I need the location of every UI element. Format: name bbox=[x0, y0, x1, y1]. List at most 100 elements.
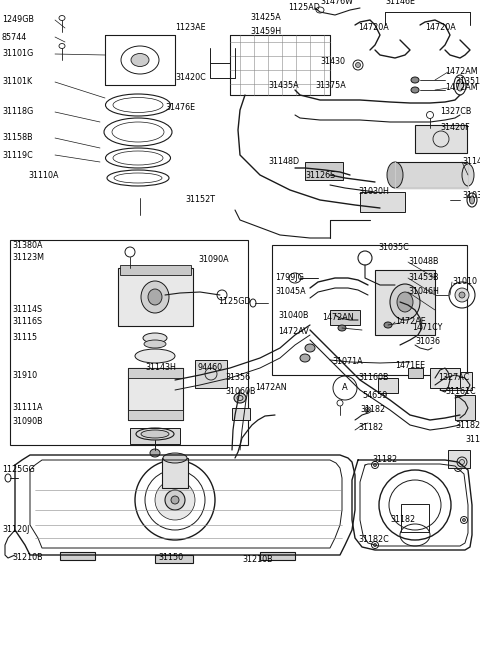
Ellipse shape bbox=[305, 344, 315, 352]
Text: 54659: 54659 bbox=[362, 390, 387, 400]
Text: 31380A: 31380A bbox=[12, 240, 43, 250]
Bar bbox=[10, 240, 248, 445]
Bar bbox=[162, 458, 188, 488]
Text: 31375A: 31375A bbox=[315, 81, 346, 90]
Ellipse shape bbox=[165, 490, 185, 510]
Ellipse shape bbox=[459, 292, 465, 298]
Ellipse shape bbox=[373, 544, 376, 546]
Text: 1123AE: 1123AE bbox=[175, 24, 205, 33]
Bar bbox=[232, 408, 250, 420]
Text: 31210B: 31210B bbox=[242, 555, 273, 565]
Ellipse shape bbox=[143, 333, 167, 343]
Text: A: A bbox=[342, 383, 348, 392]
Text: 31182C: 31182C bbox=[358, 536, 389, 544]
Ellipse shape bbox=[387, 162, 403, 188]
Bar bbox=[155, 555, 193, 563]
Text: 31101G: 31101G bbox=[2, 50, 33, 58]
Bar bbox=[128, 368, 183, 378]
Text: 1327AC: 1327AC bbox=[438, 373, 469, 383]
Text: 31476E: 31476E bbox=[165, 103, 195, 113]
Text: 31030H: 31030H bbox=[358, 187, 389, 196]
Text: 31182: 31182 bbox=[360, 405, 385, 415]
Ellipse shape bbox=[135, 349, 175, 363]
Bar bbox=[60, 552, 95, 560]
Ellipse shape bbox=[144, 340, 166, 348]
Text: 1472AE: 1472AE bbox=[395, 318, 426, 326]
Text: 31182: 31182 bbox=[372, 455, 397, 464]
Bar bbox=[128, 368, 183, 420]
Text: 31146E: 31146E bbox=[385, 0, 415, 7]
Text: 31115: 31115 bbox=[12, 333, 37, 343]
Text: 31039A: 31039A bbox=[462, 191, 480, 200]
Text: 1125GD: 1125GD bbox=[218, 297, 251, 307]
Ellipse shape bbox=[463, 519, 466, 521]
Bar bbox=[455, 395, 475, 420]
Text: 31123M: 31123M bbox=[12, 253, 44, 263]
Text: 31148D: 31148D bbox=[268, 157, 299, 166]
Bar bbox=[415, 125, 467, 153]
Text: 1799JG: 1799JG bbox=[275, 274, 304, 282]
Text: 31152T: 31152T bbox=[185, 195, 215, 204]
Text: 31119C: 31119C bbox=[2, 151, 33, 160]
Ellipse shape bbox=[148, 289, 162, 305]
Ellipse shape bbox=[141, 281, 169, 313]
Text: 31118G: 31118G bbox=[2, 107, 33, 117]
Text: 31090A: 31090A bbox=[198, 255, 228, 265]
Text: 31142H: 31142H bbox=[462, 157, 480, 166]
Ellipse shape bbox=[384, 322, 392, 328]
Text: 31045A: 31045A bbox=[275, 288, 306, 297]
Bar bbox=[440, 372, 472, 390]
Text: 31182: 31182 bbox=[390, 515, 415, 525]
Text: 85744: 85744 bbox=[2, 33, 27, 41]
Ellipse shape bbox=[141, 430, 169, 438]
Ellipse shape bbox=[411, 77, 419, 83]
Ellipse shape bbox=[373, 464, 376, 466]
Bar bbox=[120, 265, 191, 275]
Ellipse shape bbox=[455, 288, 469, 302]
Text: 1125AD: 1125AD bbox=[288, 3, 320, 12]
Text: 14720A: 14720A bbox=[358, 24, 389, 33]
Text: 31090B: 31090B bbox=[12, 417, 43, 426]
Ellipse shape bbox=[456, 466, 459, 470]
Ellipse shape bbox=[356, 62, 360, 67]
Ellipse shape bbox=[163, 453, 187, 463]
Bar bbox=[448, 450, 470, 468]
Text: 94460: 94460 bbox=[198, 364, 223, 373]
Text: 31111A: 31111A bbox=[12, 403, 43, 413]
Ellipse shape bbox=[300, 354, 310, 362]
Ellipse shape bbox=[131, 54, 149, 67]
Text: 31150: 31150 bbox=[158, 553, 183, 563]
Text: 31351B: 31351B bbox=[455, 77, 480, 86]
Bar bbox=[360, 192, 405, 212]
Text: 31046H: 31046H bbox=[408, 288, 439, 297]
Text: 31035C: 31035C bbox=[378, 244, 409, 252]
Text: 1472AN: 1472AN bbox=[255, 383, 287, 392]
Text: 31060B: 31060B bbox=[225, 388, 255, 396]
Ellipse shape bbox=[155, 480, 195, 520]
Ellipse shape bbox=[171, 496, 179, 504]
Ellipse shape bbox=[469, 196, 475, 204]
Bar bbox=[395, 162, 468, 188]
Text: 31101K: 31101K bbox=[2, 77, 32, 86]
Text: 31010: 31010 bbox=[452, 278, 477, 286]
Ellipse shape bbox=[456, 79, 464, 91]
Text: 31420F: 31420F bbox=[440, 124, 469, 132]
Text: 31210B: 31210B bbox=[12, 553, 43, 563]
Bar bbox=[272, 245, 467, 375]
Text: 14720A: 14720A bbox=[425, 24, 456, 33]
Ellipse shape bbox=[411, 87, 419, 93]
Ellipse shape bbox=[338, 325, 346, 331]
Text: 31459H: 31459H bbox=[250, 28, 281, 37]
Ellipse shape bbox=[397, 292, 413, 312]
Text: 31910: 31910 bbox=[12, 371, 37, 379]
Text: 31182: 31182 bbox=[358, 424, 383, 432]
Bar bbox=[408, 368, 423, 378]
Text: 31110A: 31110A bbox=[28, 170, 59, 179]
Text: 31430: 31430 bbox=[320, 58, 345, 67]
Text: 31476W: 31476W bbox=[320, 0, 353, 7]
Text: 1472AM: 1472AM bbox=[445, 67, 478, 77]
Bar bbox=[375, 270, 435, 335]
Text: 31182D: 31182D bbox=[455, 421, 480, 430]
Text: 31036: 31036 bbox=[415, 337, 440, 346]
Text: 31160B: 31160B bbox=[358, 373, 388, 383]
